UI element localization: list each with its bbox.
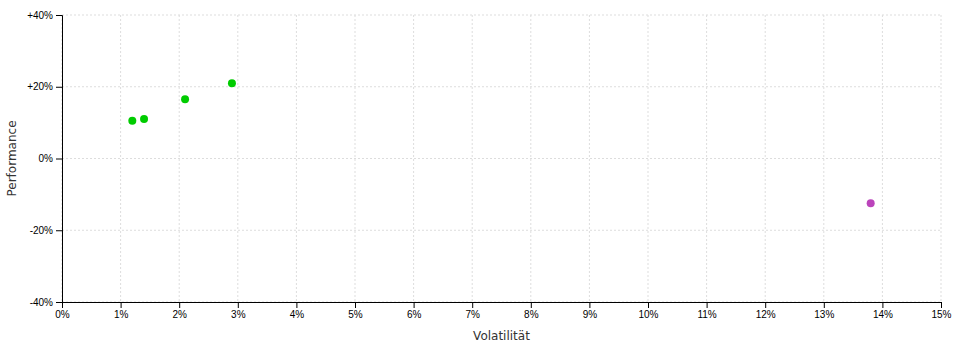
x-tick: 14% bbox=[873, 302, 893, 320]
y-grid-line bbox=[62, 86, 941, 87]
x-tick: 13% bbox=[814, 302, 834, 320]
x-tick-mark bbox=[179, 302, 180, 308]
x-tick-mark bbox=[589, 302, 590, 308]
x-tick-label: 11% bbox=[697, 309, 716, 320]
x-tick: 0% bbox=[55, 302, 70, 320]
x-tick-mark bbox=[824, 302, 825, 308]
x-tick-label: 7% bbox=[465, 309, 480, 320]
y-tick-label: +20% bbox=[27, 81, 53, 92]
x-tick: 12% bbox=[756, 302, 776, 320]
x-tick: 6% bbox=[407, 302, 422, 320]
y-axis-title: Performance bbox=[5, 120, 19, 196]
x-tick: 10% bbox=[638, 302, 658, 320]
x-tick-mark bbox=[707, 302, 708, 308]
y-tick-label: -20% bbox=[30, 225, 53, 236]
series bbox=[128, 79, 236, 125]
x-tick-mark bbox=[531, 302, 532, 308]
x-tick: 3% bbox=[231, 302, 246, 320]
x-tick: 4% bbox=[290, 302, 305, 320]
x-tick-mark bbox=[414, 302, 415, 308]
x-tick: 8% bbox=[524, 302, 539, 320]
y-tick: -40% bbox=[30, 297, 62, 308]
x-tick-label: 10% bbox=[638, 309, 658, 320]
x-tick-label: 4% bbox=[290, 309, 305, 320]
y-tick: +40% bbox=[27, 10, 62, 21]
x-tick: 15% bbox=[931, 302, 951, 320]
y-tick-label: +40% bbox=[27, 10, 53, 21]
x-tick-label: 3% bbox=[231, 309, 246, 320]
y-axis-line bbox=[56, 16, 63, 303]
y-tick-mark bbox=[56, 87, 62, 88]
point bbox=[128, 117, 136, 125]
point bbox=[867, 199, 875, 207]
x-tick-label: 12% bbox=[756, 309, 776, 320]
y-tick: 0% bbox=[39, 153, 62, 164]
y-grid-line bbox=[62, 15, 941, 16]
x-tick-mark bbox=[648, 302, 649, 308]
y-axis: -40% -20% 0% +20% +40% bbox=[27, 10, 62, 308]
x-grid-line bbox=[296, 15, 297, 302]
x-tick-mark bbox=[765, 302, 766, 308]
y-tick-label: -40% bbox=[30, 297, 53, 308]
y-grid-line bbox=[62, 158, 941, 159]
x-tick: 7% bbox=[465, 302, 480, 320]
x-grid-line bbox=[120, 15, 121, 302]
x-tick-mark bbox=[941, 302, 942, 308]
x-tick-mark bbox=[472, 302, 473, 308]
y-grid-line bbox=[62, 230, 941, 231]
point bbox=[140, 115, 148, 123]
y-tick-mark bbox=[56, 159, 62, 160]
x-tick-label: 5% bbox=[348, 309, 363, 320]
x-tick-label: 8% bbox=[524, 309, 539, 320]
x-tick-label: 0% bbox=[55, 309, 70, 320]
x-axis-title: Volatilität bbox=[473, 329, 530, 343]
points bbox=[128, 79, 874, 207]
x-tick: 1% bbox=[114, 302, 129, 320]
x-tick-mark bbox=[238, 302, 239, 308]
x-tick-mark bbox=[296, 302, 297, 308]
series bbox=[867, 199, 875, 207]
x-tick-mark bbox=[121, 302, 122, 308]
x-tick-label: 14% bbox=[873, 309, 893, 320]
y-tick-mark bbox=[56, 15, 62, 16]
y-tick-label: 0% bbox=[39, 153, 54, 164]
x-grid-line bbox=[589, 15, 590, 302]
x-tick-label: 15% bbox=[931, 309, 951, 320]
x-tick-label: 1% bbox=[114, 309, 129, 320]
grid bbox=[62, 15, 941, 302]
y-tick-mark bbox=[56, 230, 62, 231]
point bbox=[228, 79, 236, 87]
x-tick-mark bbox=[355, 302, 356, 308]
x-tick-label: 13% bbox=[814, 309, 834, 320]
point bbox=[181, 95, 189, 103]
x-tick-label: 9% bbox=[583, 309, 598, 320]
x-tick-label: 6% bbox=[407, 309, 422, 320]
x-tick: 2% bbox=[172, 302, 187, 320]
y-tick-mark bbox=[56, 302, 62, 303]
x-axis: 0% 1% 2% 3% 4% 5% 6% 7% 8% 9% 10% 11% 12% 13% 14% 15% bbox=[55, 302, 951, 320]
x-tick-mark bbox=[882, 302, 883, 308]
x-tick: 5% bbox=[348, 302, 363, 320]
x-grid-line bbox=[765, 15, 766, 302]
x-tick-label: 2% bbox=[172, 309, 187, 320]
y-tick: +20% bbox=[27, 81, 62, 92]
plot: 0% 1% 2% 3% 4% 5% 6% 7% 8% 9% 10% 11% 12% 13% 14% 15% -4… bbox=[27, 10, 951, 320]
x-tick: 9% bbox=[583, 302, 598, 320]
x-axis-line bbox=[63, 303, 942, 309]
x-tick: 11% bbox=[697, 302, 716, 320]
y-tick: -20% bbox=[30, 225, 62, 236]
chart: 0% 1% 2% 3% 4% 5% 6% 7% 8% 9% 10% 11% 12% 13% 14% 15% -4… bbox=[0, 0, 966, 350]
x-grid-line bbox=[413, 15, 414, 302]
